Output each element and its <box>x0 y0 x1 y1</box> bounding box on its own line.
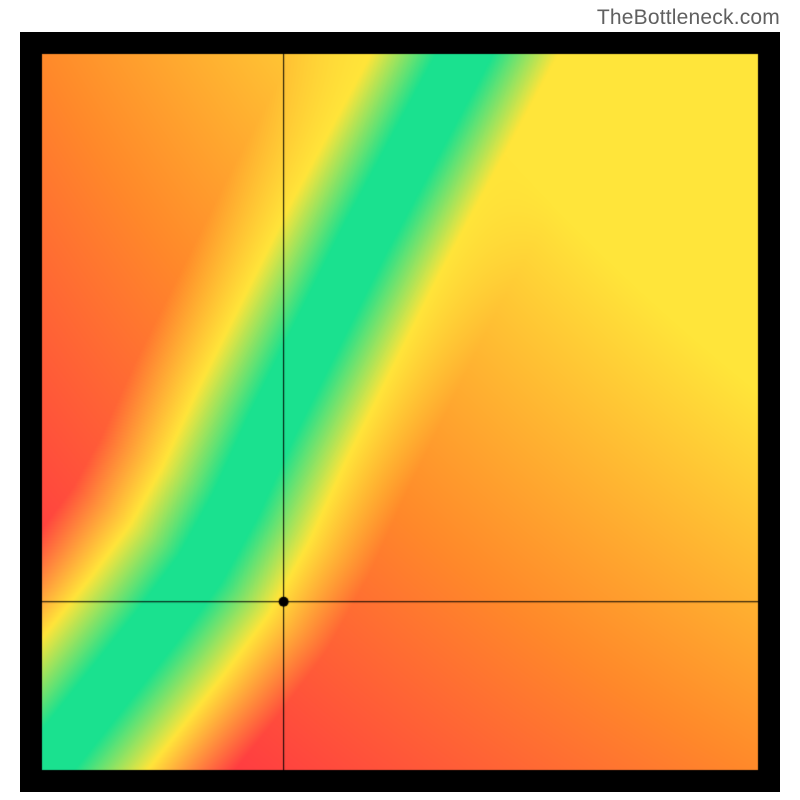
watermark-text: TheBottleneck.com <box>597 6 780 30</box>
bottleneck-heatmap <box>20 32 780 792</box>
